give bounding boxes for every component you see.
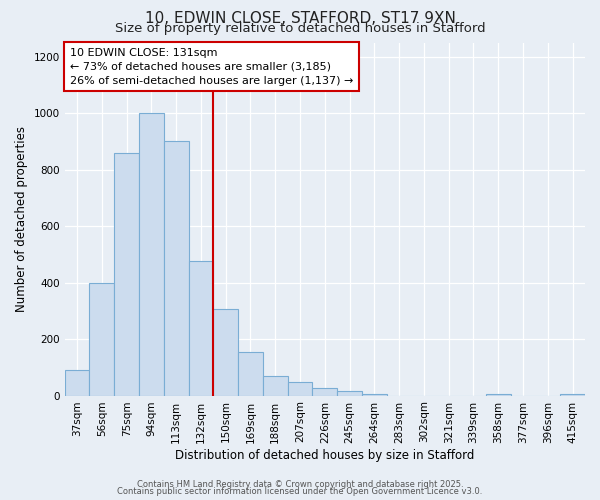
Bar [164, 142, 188, 396]
Bar [188, 262, 214, 396]
Bar [486, 394, 511, 396]
Bar [287, 382, 313, 396]
Bar [65, 370, 89, 396]
Y-axis label: Number of detached properties: Number of detached properties [15, 126, 28, 312]
Bar [560, 394, 585, 396]
Text: Size of property relative to detached houses in Stafford: Size of property relative to detached ho… [115, 22, 485, 35]
Bar [337, 392, 362, 396]
Bar [214, 310, 238, 396]
Bar [89, 282, 114, 396]
Text: Contains public sector information licensed under the Open Government Licence v3: Contains public sector information licen… [118, 487, 482, 496]
Bar [263, 376, 287, 396]
Bar [313, 388, 337, 396]
Bar [238, 352, 263, 396]
Text: 10, EDWIN CLOSE, STAFFORD, ST17 9XN: 10, EDWIN CLOSE, STAFFORD, ST17 9XN [145, 11, 455, 26]
Bar [114, 152, 139, 396]
Text: Contains HM Land Registry data © Crown copyright and database right 2025.: Contains HM Land Registry data © Crown c… [137, 480, 463, 489]
Bar [362, 394, 387, 396]
Text: 10 EDWIN CLOSE: 131sqm
← 73% of detached houses are smaller (3,185)
26% of semi-: 10 EDWIN CLOSE: 131sqm ← 73% of detached… [70, 48, 353, 86]
X-axis label: Distribution of detached houses by size in Stafford: Distribution of detached houses by size … [175, 450, 475, 462]
Bar [139, 113, 164, 396]
